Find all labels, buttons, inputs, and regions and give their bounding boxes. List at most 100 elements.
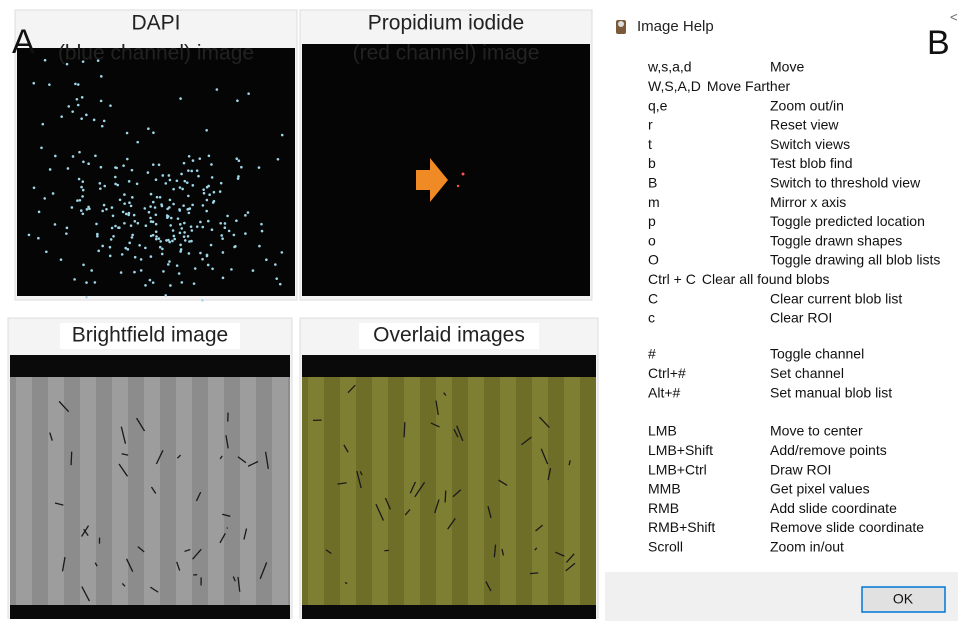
cell-dot	[182, 204, 185, 207]
cell-dot	[208, 154, 211, 157]
tile-column	[208, 377, 224, 605]
cell-dot	[196, 225, 199, 228]
cell-dot	[222, 277, 225, 280]
cell-dot	[277, 158, 280, 161]
cell-dot	[155, 235, 158, 238]
cell-dot	[201, 299, 204, 302]
cell-dot	[226, 215, 229, 218]
cell-dot	[85, 114, 88, 117]
cell-dot	[178, 209, 181, 212]
cell-dot	[105, 208, 108, 211]
cell-dot	[162, 174, 165, 177]
shortcut-key: LMB+Ctrl	[648, 461, 707, 477]
cell-dot	[159, 240, 162, 243]
shortcut-key: LMB	[648, 423, 677, 439]
cell-dot	[201, 258, 204, 261]
cell-dot	[127, 248, 130, 251]
panel-label: B	[927, 24, 950, 62]
chevron: <	[950, 9, 958, 24]
shortcut-action: Clear ROI	[770, 310, 832, 326]
cell-dot	[80, 186, 83, 189]
cell-dot	[219, 222, 222, 225]
cell-dot	[81, 96, 84, 99]
micrograph	[302, 44, 590, 296]
cell-dot	[230, 268, 233, 271]
cell-dot	[114, 225, 117, 228]
panel-title: DAPI	[131, 12, 180, 35]
cell-dot	[149, 217, 152, 220]
cell-dot	[169, 284, 172, 287]
cell-dot	[252, 269, 255, 272]
cell-dot	[167, 263, 170, 266]
cell-dot	[67, 105, 70, 108]
cell-dot	[238, 159, 241, 162]
cell-dot	[119, 199, 122, 202]
cell-dot	[76, 98, 79, 101]
cell-dot	[165, 239, 168, 242]
cell-dot	[244, 214, 247, 217]
cell-dot	[191, 229, 194, 232]
cell-dot	[281, 134, 284, 137]
cell-dot	[114, 183, 117, 186]
cell-dot	[101, 245, 104, 248]
cell-dot	[199, 221, 202, 224]
shortcut-action: Test blob find	[770, 155, 853, 171]
cell-dot	[244, 232, 247, 235]
shortcut-action: Get pixel values	[770, 481, 870, 497]
cell-dot	[211, 228, 214, 231]
cell-dot	[82, 161, 85, 164]
cell-dot	[457, 185, 459, 187]
cell-dot	[177, 217, 180, 220]
cell-dot	[37, 237, 40, 240]
cell-dot	[150, 220, 153, 223]
cell-dot	[72, 155, 75, 158]
tile-column	[272, 377, 288, 605]
cell-dot	[144, 247, 147, 250]
cell-dot	[176, 179, 179, 182]
cell-dot	[38, 211, 41, 214]
cell-dot	[210, 244, 213, 247]
cell-dot	[171, 240, 174, 243]
cell-dot	[144, 284, 147, 287]
shortcut-key: w,s,a,d	[647, 59, 692, 75]
cell-dot	[60, 115, 63, 118]
cell-dot	[88, 207, 91, 210]
cell-dot	[114, 176, 117, 179]
cell-dot	[133, 271, 136, 274]
cell-dot	[140, 269, 143, 272]
cell-dot	[240, 166, 243, 169]
cell-dot	[213, 200, 216, 203]
cell-dot	[228, 230, 231, 233]
cell-dot	[136, 182, 139, 185]
shortcut-action: Toggle channel	[770, 346, 864, 362]
image-panel: Brightfield image	[8, 318, 292, 619]
cell-dot	[95, 223, 98, 226]
window-title: Image Help	[637, 18, 714, 35]
cell-dot	[137, 222, 140, 225]
cell-dot	[208, 193, 211, 196]
cell-dot	[136, 141, 139, 144]
shortcut-action: Move Farther	[707, 78, 791, 94]
cell-dot	[220, 234, 223, 237]
cell-dot	[168, 260, 171, 263]
cell-dot	[40, 146, 43, 149]
cell-dot	[100, 100, 103, 103]
cell-dot	[236, 99, 239, 102]
cell-dot	[126, 158, 129, 161]
cell-dot	[103, 120, 106, 123]
cell-dot	[281, 251, 284, 254]
tile-column	[80, 377, 96, 605]
cell-dot	[169, 199, 172, 202]
cell-dot	[183, 231, 186, 234]
cell-dot	[131, 236, 134, 239]
cell-dot	[101, 210, 104, 213]
cell-dot	[207, 264, 210, 267]
cell-dot	[186, 208, 189, 211]
cell-dot	[162, 270, 165, 273]
cell-dot	[140, 258, 143, 261]
cell-dot	[196, 169, 199, 172]
tile-column	[468, 377, 484, 605]
cell-dot	[197, 175, 200, 178]
ok-label[interactable]: OK	[893, 591, 914, 607]
cell-dot	[205, 129, 208, 132]
